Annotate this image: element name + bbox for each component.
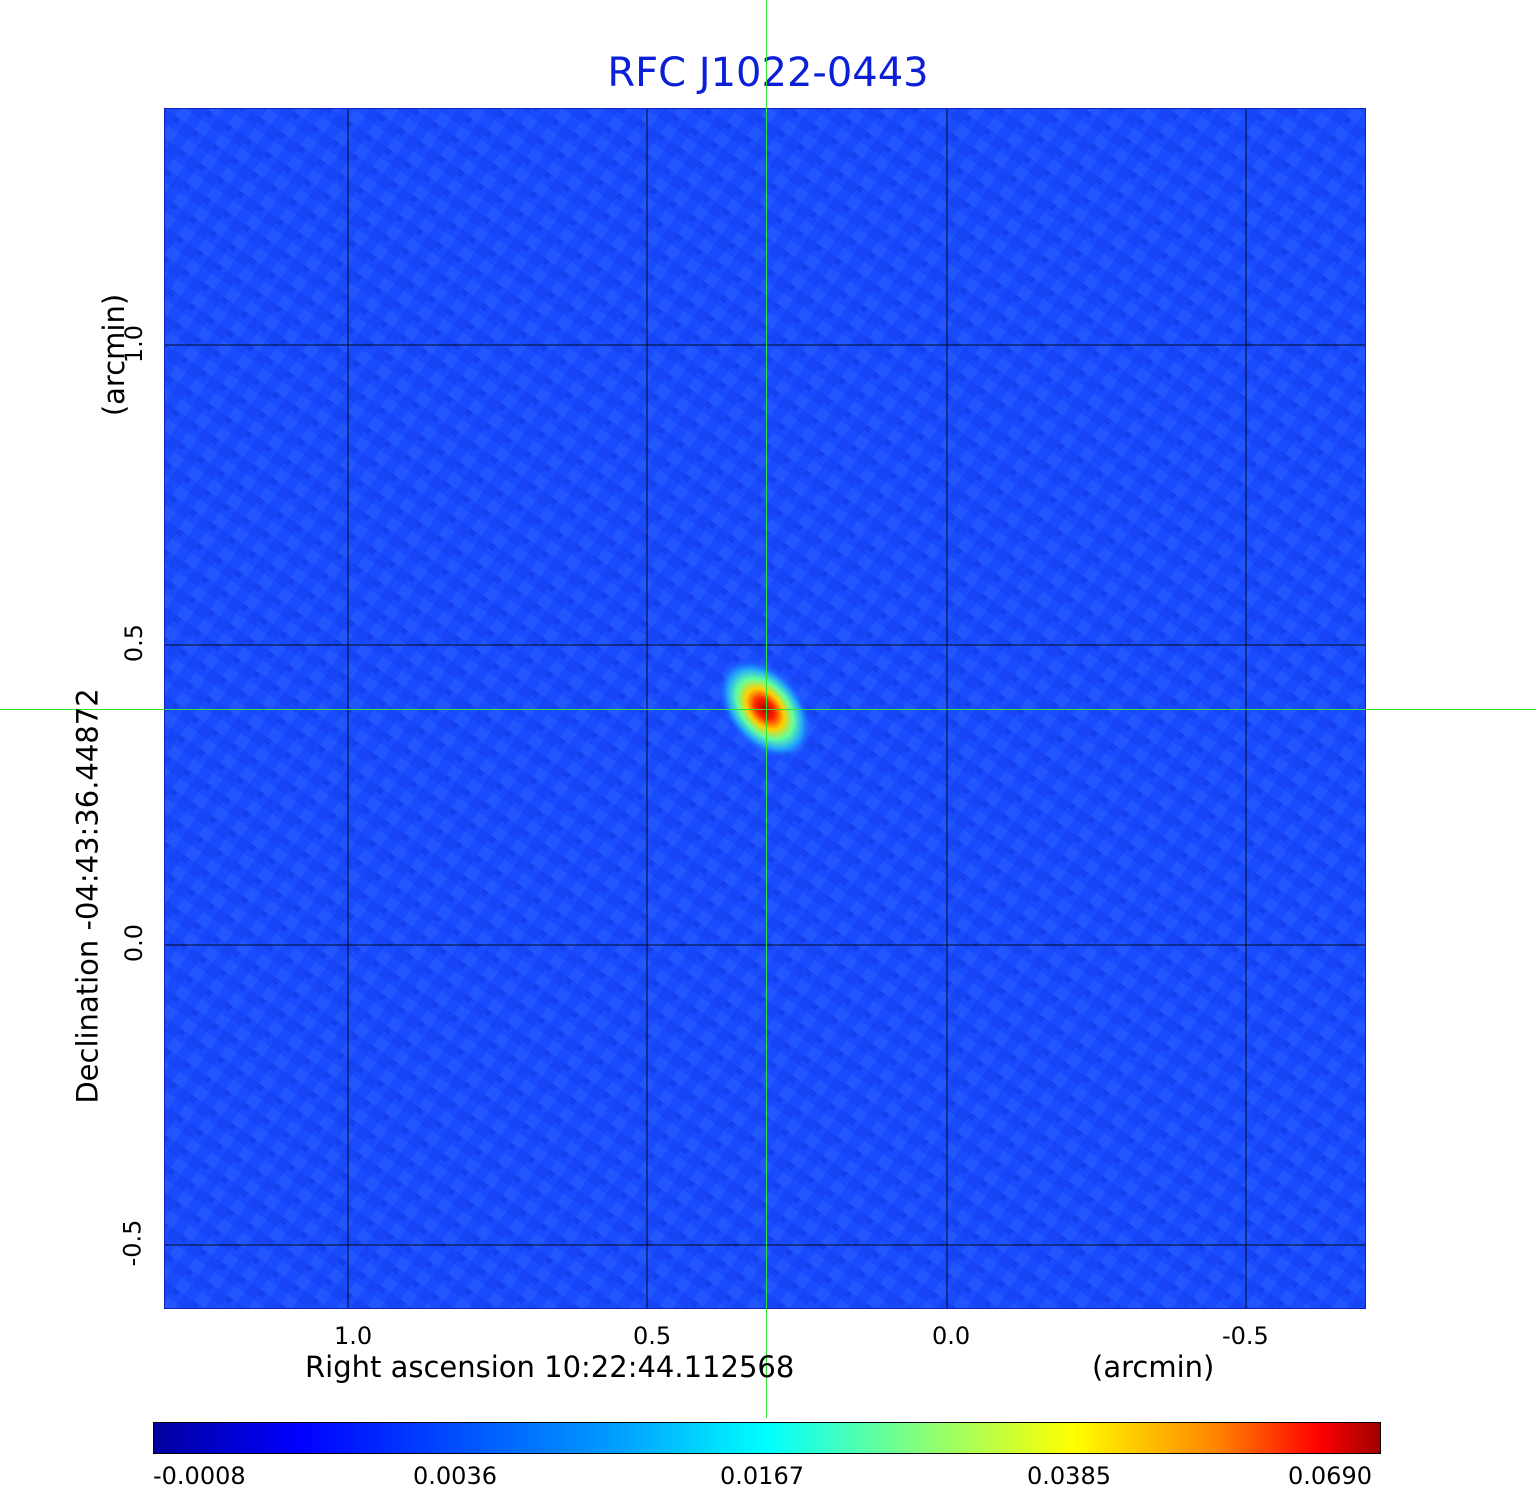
x-tick-label: 0.5: [633, 1322, 672, 1350]
y-tick-label: -0.5: [118, 1219, 147, 1267]
crosshair-horizontal: [0, 709, 1536, 710]
map-title: RFC J1022-0443: [607, 50, 929, 96]
colorbar-tick-label: -0.0008: [153, 1462, 246, 1490]
x-tick-label: 1.0: [334, 1322, 373, 1350]
x-tick-label: -0.5: [1222, 1322, 1269, 1350]
colorbar-tick-label: 0.0385: [1027, 1462, 1111, 1490]
colorbar: [153, 1422, 1381, 1454]
x-axis-label: Right ascension 10:22:44.112568: [305, 1350, 795, 1384]
x-axis-unit: (arcmin): [1092, 1350, 1215, 1384]
x-tick-label: 0.0: [932, 1322, 971, 1350]
colorbar-tick-label: 0.0036: [413, 1462, 497, 1490]
y-axis-label: Declination -04:43:36.44872: [70, 688, 105, 1104]
y-tick-label: 0.5: [120, 623, 149, 663]
y-tick-label: 0.0: [120, 923, 149, 963]
y-axis-unit: (arcmin): [97, 293, 132, 417]
colorbar-tick-label: 0.0690: [1288, 1462, 1372, 1490]
colorbar-tick-label: 0.0167: [720, 1462, 804, 1490]
